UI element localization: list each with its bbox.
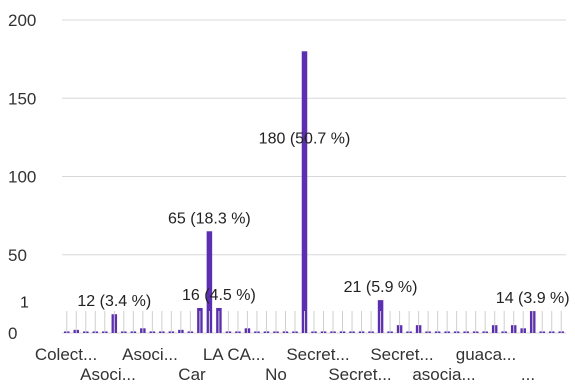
x-tick-label-row1-3: Secret... (286, 345, 349, 364)
x-tick-label-row1-0: Colect... (35, 345, 97, 364)
data-label-49: 14 (3.9 %) (496, 290, 570, 307)
data-label-5: 12 (3.4 %) (77, 293, 151, 310)
y-axis-tick-labels: 0 50 100 150 200 (8, 11, 36, 343)
x-tick-label-row2-1: Car (178, 365, 206, 384)
bars (63, 51, 565, 334)
data-label-25: 180 (50.7 %) (259, 130, 351, 147)
data-labels: 1 12 (3.4 %) 65 (18.3 %) 16 (4.5 %) 180 (50.… (20, 130, 570, 311)
gridlines (62, 19, 566, 334)
bar-25 (301, 51, 308, 334)
data-label-16: 16 (4.5 %) (182, 287, 256, 304)
x-tick-label-row1-5: guaca... (456, 345, 517, 364)
x-tick-label-row2-5: ... (521, 365, 535, 384)
bar-15 (206, 231, 213, 333)
x-tick-label-row2-2: No (265, 365, 287, 384)
y-tick-label-200: 200 (8, 11, 36, 30)
x-tick-label-row1-2: LA CA... (203, 345, 265, 364)
x-axis-ticks (66, 311, 562, 333)
x-axis-tick-labels: Colect... Asoci... LA CA... Secret... Secret… (35, 345, 535, 384)
data-label-0: 1 (20, 294, 29, 311)
y-tick-label-150: 150 (8, 89, 36, 108)
data-label-15: 65 (18.3 %) (168, 210, 251, 227)
x-tick-label-row2-3: Secret... (328, 365, 391, 384)
x-tick-label-row2-4: asocia... (412, 365, 475, 384)
x-tick-label-row2-0: Asoci... (80, 365, 136, 384)
y-tick-label-0: 0 (8, 324, 17, 343)
x-tick-label-row1-1: Asoci... (122, 345, 178, 364)
y-tick-label-100: 100 (8, 168, 36, 187)
x-tick-label-row1-4: Secret... (370, 345, 433, 364)
y-tick-label-50: 50 (8, 246, 27, 265)
data-label-33: 21 (5.9 %) (344, 279, 418, 296)
